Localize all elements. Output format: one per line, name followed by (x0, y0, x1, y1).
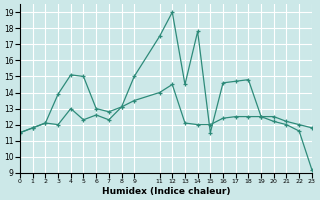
X-axis label: Humidex (Indice chaleur): Humidex (Indice chaleur) (102, 187, 230, 196)
